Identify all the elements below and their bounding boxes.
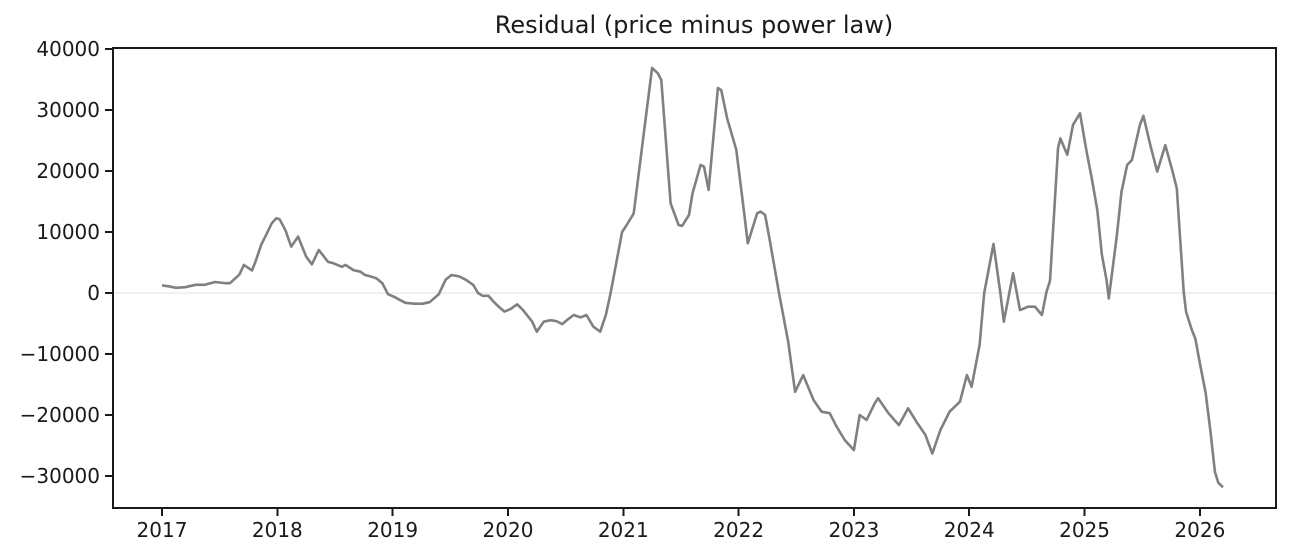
x-tick-label: 2020 — [483, 518, 534, 542]
x-tick-label: 2026 — [1174, 518, 1225, 542]
x-tick-label: 2018 — [252, 518, 303, 542]
series-layer — [161, 66, 1224, 489]
y-tick-label: 10000 — [36, 220, 100, 244]
x-tick-label: 2023 — [828, 518, 879, 542]
y-tick-label: 30000 — [36, 98, 100, 122]
plot-frame — [112, 47, 1277, 509]
y-tick-label: −30000 — [20, 464, 100, 488]
axis-layer: 2017 2018 2019 2020 2021 2022 2023 2024 2025 2026… — [20, 37, 1277, 542]
x-tick-label: 2025 — [1059, 518, 1110, 542]
y-tick-label: 40000 — [36, 37, 100, 61]
x-tick-label: 2024 — [944, 518, 995, 542]
residual-line — [161, 66, 1224, 489]
y-tick-label: −20000 — [20, 403, 100, 427]
chart-title: Residual (price minus power law) — [495, 11, 893, 39]
x-tick-label: 2017 — [137, 518, 188, 542]
y-tick-label: 0 — [87, 281, 100, 305]
y-tick-label: 20000 — [36, 159, 100, 183]
x-tick-label: 2022 — [713, 518, 764, 542]
x-tick-label: 2021 — [598, 518, 649, 542]
x-tick-label: 2019 — [367, 518, 418, 542]
y-tick-label: −10000 — [20, 342, 100, 366]
